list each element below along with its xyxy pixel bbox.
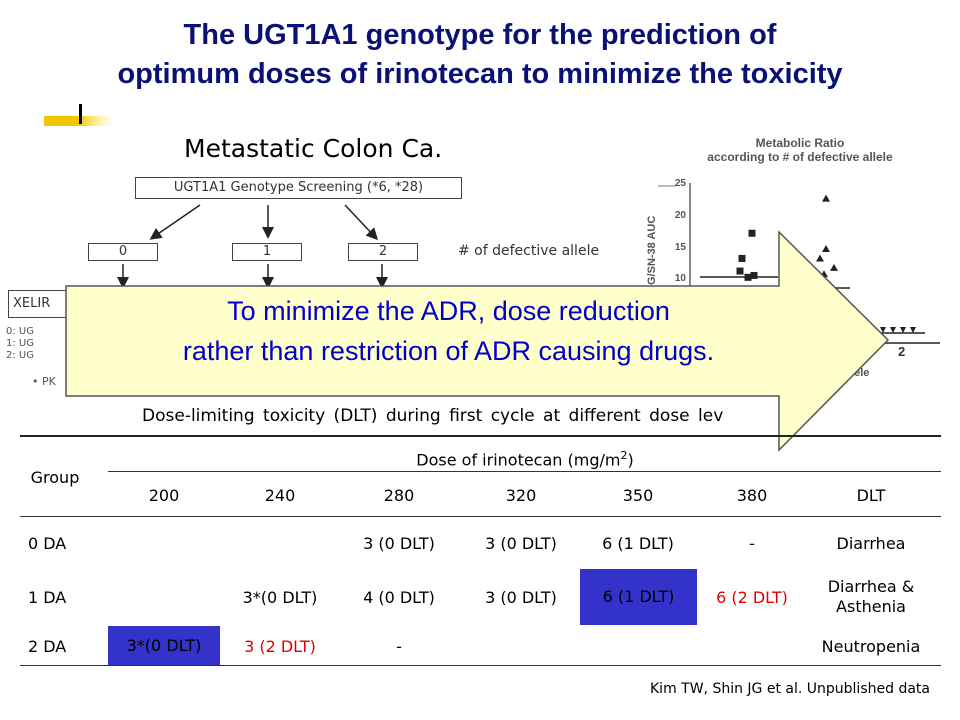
triangle-marker [830, 263, 838, 271]
row-1-320: 3 (0 DLT) [485, 588, 557, 607]
triangle-marker [816, 254, 824, 262]
square-marker [736, 267, 744, 275]
row-1-240: 3*(0 DLT) [242, 588, 318, 607]
row-1-dlt: Diarrhea & Asthenia [827, 577, 915, 616]
screening-box: UGT1A1 Genotype Screening (*6, *28) [135, 177, 462, 199]
col-380: 380 [736, 486, 768, 505]
row-1-380: 6 (2 DLT) [716, 588, 788, 607]
decor-tick [79, 104, 82, 124]
list-fragment-1: 1: UG [6, 338, 34, 349]
list-fragment-2: 2: UG [6, 350, 34, 361]
table-bottom-rule [20, 665, 941, 666]
x-tick-2: 2 [898, 344, 906, 359]
triangle-down-marker [910, 327, 916, 333]
callout-line1: To minimize the ADR, dose reduction [227, 296, 670, 326]
table-dose-rule [108, 471, 941, 472]
y-tick-20: 20 [674, 210, 686, 221]
row-0-320: 3 (0 DLT) [485, 534, 557, 553]
defective-allele-label: # of defective allele [458, 243, 600, 259]
chart-title-line2: according to # of defective allele [707, 150, 893, 164]
row-2-200-highlight: 3*(0 DLT) [108, 626, 220, 665]
row-0-dlt: Diarrhea [836, 534, 906, 553]
col-280: 280 [383, 486, 415, 505]
col-240: 240 [264, 486, 296, 505]
row-2-240: 3 (2 DLT) [244, 637, 316, 656]
slide-title-line2: optimum doses of irinotecan to minimize … [117, 58, 843, 90]
pk-fragment: • PK [32, 375, 56, 388]
square-marker [748, 229, 756, 237]
triangle-down-marker [880, 327, 886, 333]
chart-title: Metabolic Ratio according to # of defect… [700, 136, 900, 164]
group-header: Group [30, 468, 80, 487]
row-1-group: 1 DA [28, 588, 67, 607]
allele-box-2: 2 [348, 243, 418, 261]
citation: Kim TW, Shin JG et al. Unpublished data [650, 681, 930, 697]
allele-box-1: 1 [232, 243, 302, 261]
row-2-dlt: Neutropenia [821, 637, 921, 656]
triangle-marker [822, 245, 830, 252]
table-header-rule [20, 516, 941, 517]
table-caption: Dose-limiting toxicity (DLT) during firs… [142, 406, 724, 426]
row-0-350: 6 (1 DLT) [602, 534, 674, 553]
y-tick-25: 25 [674, 178, 686, 189]
list-fragment-0: 0: UG [6, 326, 34, 337]
dose-header: Dose of irinotecan (mg/m2) [416, 449, 634, 470]
y-tick-15: 15 [674, 242, 686, 253]
col-dlt: DLT [856, 486, 886, 505]
chart-title-line1: Metabolic Ratio [755, 136, 845, 150]
row-1-280: 4 (0 DLT) [363, 588, 435, 607]
col-200: 200 [148, 486, 180, 505]
row-1-350-highlight: 6 (1 DLT) [580, 569, 697, 625]
row-2-group: 2 DA [28, 637, 67, 656]
triangle-down-marker [890, 327, 896, 333]
row-2-280: - [396, 637, 402, 656]
row-0-group: 0 DA [28, 534, 67, 553]
row-0-380: - [749, 534, 755, 553]
slide-title-line1: The UGT1A1 genotype for the prediction o… [183, 19, 777, 51]
row-0-280: 3 (0 DLT) [363, 534, 435, 553]
allele-box-0: 0 [88, 243, 158, 261]
callout-line2: rather than restriction of ADR causing d… [182, 336, 715, 366]
col-320: 320 [505, 486, 537, 505]
regimen-box: XELIR [8, 290, 74, 318]
y-tick-10: 10 [674, 273, 686, 284]
square-marker [750, 271, 758, 279]
triangle-down-marker [900, 327, 906, 333]
triangle-marker [822, 194, 830, 202]
table-top-rule [20, 435, 941, 437]
square-marker [738, 254, 746, 262]
flowchart-title: Metastatic Colon Ca. [184, 134, 443, 163]
col-350: 350 [622, 486, 654, 505]
